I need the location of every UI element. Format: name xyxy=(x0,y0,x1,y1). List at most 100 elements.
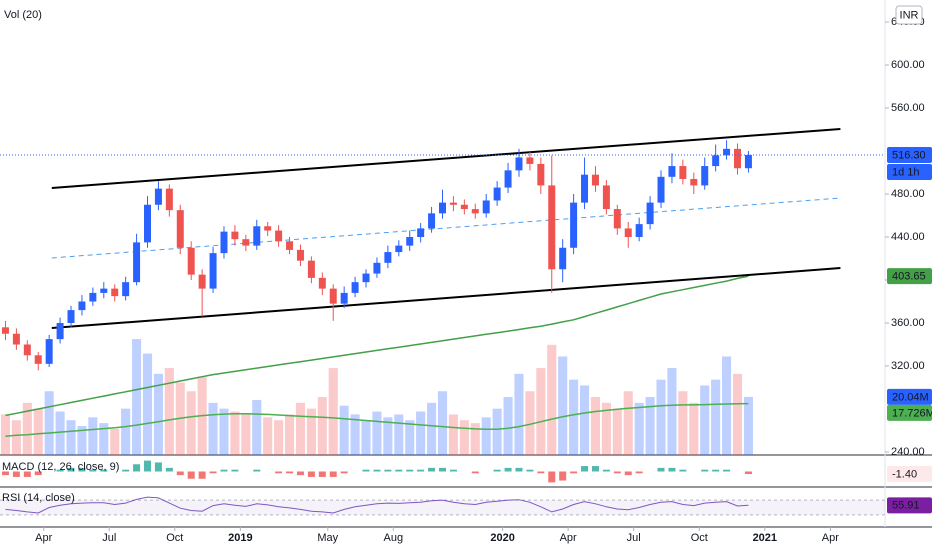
candle-body xyxy=(482,200,490,214)
volume-bar xyxy=(0,414,11,455)
x-tick-label: 2021 xyxy=(753,532,777,544)
macd-bar xyxy=(23,471,31,477)
candle-body xyxy=(275,230,283,242)
macd-bar xyxy=(318,471,326,477)
trendline xyxy=(51,127,841,189)
y-tick-label: 480.00 xyxy=(891,188,925,200)
candle-body xyxy=(231,231,239,240)
candle-body xyxy=(242,239,250,246)
macd-bar xyxy=(406,469,414,472)
volume-ma-value-label-bg xyxy=(887,404,932,421)
volume-bar xyxy=(634,402,644,455)
candle-body xyxy=(602,185,610,210)
x-tick-label: Apr xyxy=(560,532,577,544)
volume-bar xyxy=(689,402,699,455)
volume-bar xyxy=(66,420,76,455)
volume-bar xyxy=(164,368,174,455)
macd-bar xyxy=(624,471,632,476)
candle-body xyxy=(351,282,359,293)
rsi-band xyxy=(0,500,885,515)
ma-value-label: 403.65 xyxy=(892,270,926,282)
volume-bar xyxy=(77,426,87,455)
volume-bar xyxy=(678,391,688,455)
candle-body xyxy=(1,327,9,334)
macd-bar xyxy=(133,464,141,472)
candle-body xyxy=(340,292,348,304)
volume-bar xyxy=(459,420,469,455)
volume-bar xyxy=(558,356,568,455)
candle-body xyxy=(493,187,501,201)
macd-bar xyxy=(723,469,731,472)
volume-bar xyxy=(306,408,316,455)
candle-body xyxy=(690,178,698,186)
macd-bar xyxy=(220,469,228,472)
macd-bar xyxy=(122,469,130,472)
candle-body xyxy=(373,262,381,274)
volume-bar xyxy=(623,391,633,455)
macd-bar xyxy=(34,471,42,476)
candle-body xyxy=(537,163,545,186)
volume-bar xyxy=(470,423,480,455)
candle-body xyxy=(89,292,97,302)
macd-bar xyxy=(635,471,643,474)
candle-body xyxy=(100,288,108,293)
candle-body xyxy=(657,176,665,203)
candle-body xyxy=(23,344,31,356)
candle-body xyxy=(744,154,752,169)
candle-body xyxy=(209,253,217,289)
candle-body xyxy=(395,245,403,253)
volume-bar xyxy=(514,373,524,455)
volume-bar xyxy=(645,397,655,455)
candle-body xyxy=(154,188,162,205)
volume-bar xyxy=(711,379,721,455)
candle-body xyxy=(712,155,720,167)
volume-bar xyxy=(612,408,622,455)
macd-bar xyxy=(602,469,610,472)
volume-bar xyxy=(350,414,360,455)
macd-bar xyxy=(679,469,687,472)
candle-body xyxy=(613,209,621,229)
macd-bar xyxy=(515,467,523,472)
currency-label: INR xyxy=(900,9,919,21)
macd-bar xyxy=(165,467,173,472)
volume-bar xyxy=(274,420,284,455)
candle-body xyxy=(56,323,64,340)
macd-bar xyxy=(198,471,206,479)
candle-body xyxy=(111,288,119,297)
macd-bar xyxy=(307,471,315,477)
volume-bar xyxy=(569,379,579,455)
candle-body xyxy=(296,249,304,261)
volume-bar xyxy=(55,411,65,455)
candle-body xyxy=(165,188,173,211)
macd-bar xyxy=(78,467,86,472)
volume-bar xyxy=(11,420,21,455)
x-tick-label: Apr xyxy=(35,532,52,544)
macd-bar xyxy=(176,471,184,476)
volume-bar xyxy=(437,391,448,455)
macd-bar xyxy=(439,467,446,472)
candle-body xyxy=(78,301,86,311)
candle-body xyxy=(329,288,337,304)
candle-body xyxy=(253,226,261,246)
candle-body xyxy=(734,148,741,169)
volume-bar xyxy=(284,414,295,455)
candle-body xyxy=(264,226,272,231)
candle-body xyxy=(417,228,425,238)
candle-body xyxy=(307,260,315,278)
macd-bar xyxy=(570,471,578,474)
candle-body xyxy=(449,202,457,205)
candle-body xyxy=(591,174,599,186)
volume-bar xyxy=(219,408,229,455)
macd-bar xyxy=(100,469,108,472)
volume-bar xyxy=(394,414,404,455)
volume-bar xyxy=(481,417,491,455)
x-tick-label: Jul xyxy=(627,532,641,544)
candle-body xyxy=(406,237,414,246)
y-tick-label: 440.00 xyxy=(891,231,925,243)
volume-bar xyxy=(503,397,513,455)
volume-bar xyxy=(361,420,371,455)
countdown-label-bg xyxy=(887,163,932,180)
macd-bar xyxy=(559,471,567,481)
y-tick-label: 240.00 xyxy=(891,446,925,458)
